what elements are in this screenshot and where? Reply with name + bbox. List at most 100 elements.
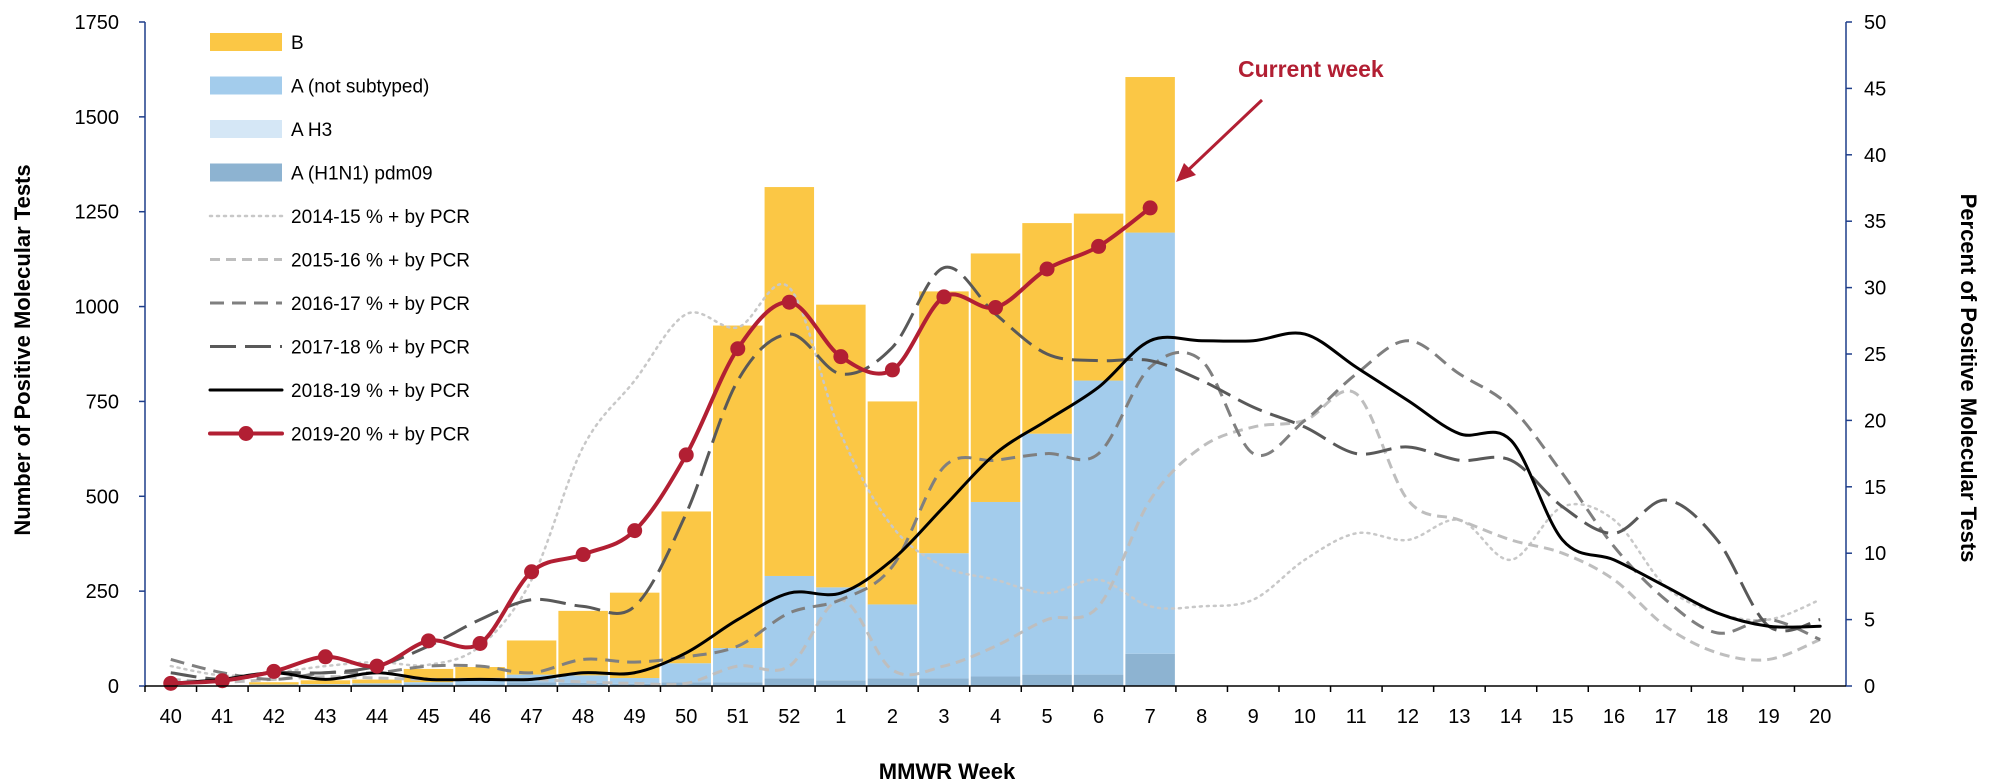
bar-a-not-subtyped-46	[455, 680, 505, 685]
bar-b-51	[713, 325, 763, 649]
y2-tick-0: 0	[1864, 676, 1875, 698]
bar-b-5	[1022, 223, 1072, 434]
x-tick-15: 15	[1551, 706, 1573, 728]
y2-tick-35: 35	[1864, 211, 1886, 233]
legend-label-2014-15-by-pcr: 2014-15 % + by PCR	[291, 207, 470, 228]
y2-tick-10: 10	[1864, 543, 1886, 565]
y-tick-1000: 1000	[75, 297, 120, 319]
bar-a-not-subtyped-7	[1125, 232, 1175, 654]
y-tick-0: 0	[108, 676, 119, 698]
bar-a-not-subtyped-48	[558, 675, 608, 683]
point-2019-20-by-pcr-45	[421, 633, 436, 649]
point-2019-20-by-pcr-5	[1039, 261, 1055, 277]
line-2018-19-by-pcr	[169, 331, 1822, 685]
x-tick-52: 52	[778, 706, 800, 728]
x-tick-50: 50	[675, 706, 697, 728]
bar-b-50	[661, 511, 711, 664]
legend-label-2018-19-by-pcr: 2018-19 % + by PCR	[291, 381, 470, 402]
bar-a-h1n1-pdm09-52	[764, 678, 815, 686]
bar-a-h1n1-pdm09-1	[816, 680, 866, 686]
x-tick-13: 13	[1448, 706, 1470, 728]
x-tick-51: 51	[727, 706, 749, 728]
bar-a-h1n1-pdm09-48	[558, 682, 608, 686]
point-2019-20-by-pcr-6	[1091, 238, 1107, 254]
x-tick-46: 46	[469, 706, 491, 728]
x-tick-10: 10	[1294, 706, 1316, 728]
y-tick-750: 750	[86, 391, 119, 413]
point-2019-20-by-pcr-41	[214, 673, 230, 689]
x-tick-40: 40	[160, 706, 182, 728]
bar-a-not-subtyped-6	[1073, 380, 1124, 675]
legend-swatch-b	[210, 33, 282, 51]
axes-layer: 0250500750100012501500175005101520253035…	[75, 12, 1887, 728]
line-2014-15-by-pcr	[169, 283, 1822, 677]
point-2019-20-by-pcr-49	[627, 523, 643, 539]
legend-label-a-not-subtyped: A (not subtyped)	[291, 77, 429, 98]
bar-a-h1n1-pdm09-46	[455, 684, 505, 686]
point-2019-20-by-pcr-1	[833, 349, 849, 365]
legend-marker-2019-20-by-pcr	[238, 426, 254, 441]
x-tick-16: 16	[1603, 706, 1625, 728]
bar-a-h1n1-pdm09-3	[919, 678, 969, 686]
bar-b-43	[300, 680, 351, 685]
legend-label-a-h3: A H3	[291, 120, 332, 141]
bar-b-3	[919, 291, 969, 554]
bar-a-not-subtyped-3	[919, 553, 969, 679]
legend-swatch-a-not-subtyped	[210, 76, 282, 95]
point-2019-20-by-pcr-47	[524, 564, 540, 580]
legend-swatch-a-h1n1-pdm09	[210, 163, 282, 182]
bar-a-not-subtyped-5	[1022, 433, 1072, 675]
bar-a-h1n1-pdm09-44	[352, 684, 402, 686]
y-axis-title: Number of Positive Molecular Tests	[10, 164, 35, 535]
legend-label-2015-16-by-pcr: 2015-16 % + by PCR	[291, 251, 470, 272]
x-tick-9: 9	[1248, 706, 1259, 728]
x-tick-49: 49	[624, 706, 646, 728]
y-tick-500: 500	[86, 486, 119, 508]
y-tick-1750: 1750	[75, 12, 120, 34]
x-tick-48: 48	[572, 706, 594, 728]
x-tick-1: 1	[835, 706, 846, 728]
point-2019-20-by-pcr-50	[678, 447, 694, 463]
point-2019-20-by-pcr-4	[988, 300, 1003, 316]
line-2016-17-by-pcr	[170, 339, 1821, 681]
bar-b-48	[558, 610, 608, 676]
x-tick-44: 44	[366, 706, 388, 728]
annotation-arrow	[1181, 98, 1264, 177]
legend-label-2016-17-by-pcr: 2016-17 % + by PCR	[291, 294, 470, 315]
legend: B A (not subtyped) A H3 A (H1N1) pdm09 2014-…	[208, 33, 470, 446]
x-tick-4: 4	[990, 706, 1001, 728]
x-tick-20: 20	[1809, 706, 1831, 728]
bar-a-not-subtyped-4	[970, 501, 1021, 677]
x-tick-5: 5	[1041, 706, 1052, 728]
x-axis-title: MMWR Week	[879, 759, 1016, 783]
bar-b-4	[970, 253, 1021, 502]
bar-a-not-subtyped-2	[867, 604, 918, 679]
point-2019-20-by-pcr-3	[936, 289, 952, 305]
y2-tick-45: 45	[1864, 78, 1886, 100]
x-tick-11: 11	[1346, 706, 1367, 728]
bar-b-1	[816, 304, 866, 588]
bar-a-h1n1-pdm09-51	[713, 682, 763, 686]
y2-tick-40: 40	[1864, 145, 1886, 167]
bar-a-h1n1-pdm09-49	[609, 683, 660, 686]
bar-a-h1n1-pdm09-6	[1073, 674, 1124, 686]
y2-tick-50: 50	[1864, 12, 1886, 34]
y2-tick-30: 30	[1864, 278, 1886, 300]
point-2019-20-by-pcr-51	[730, 341, 746, 357]
bar-a-not-subtyped-42	[249, 684, 299, 686]
point-2019-20-by-pcr-48	[575, 547, 591, 563]
bar-b-42	[249, 682, 299, 685]
point-2019-20-by-pcr-2	[884, 362, 900, 378]
x-tick-47: 47	[520, 706, 542, 728]
x-tick-8: 8	[1196, 706, 1207, 728]
bar-a-h1n1-pdm09-47	[506, 682, 557, 686]
x-tick-12: 12	[1397, 706, 1419, 728]
x-tick-41: 41	[211, 706, 233, 728]
x-tick-3: 3	[938, 706, 949, 728]
x-tick-45: 45	[417, 706, 439, 728]
y2-tick-5: 5	[1864, 610, 1875, 632]
bar-a-not-subtyped-1	[816, 587, 866, 681]
x-tick-6: 6	[1093, 706, 1104, 728]
y2-tick-25: 25	[1864, 344, 1886, 366]
